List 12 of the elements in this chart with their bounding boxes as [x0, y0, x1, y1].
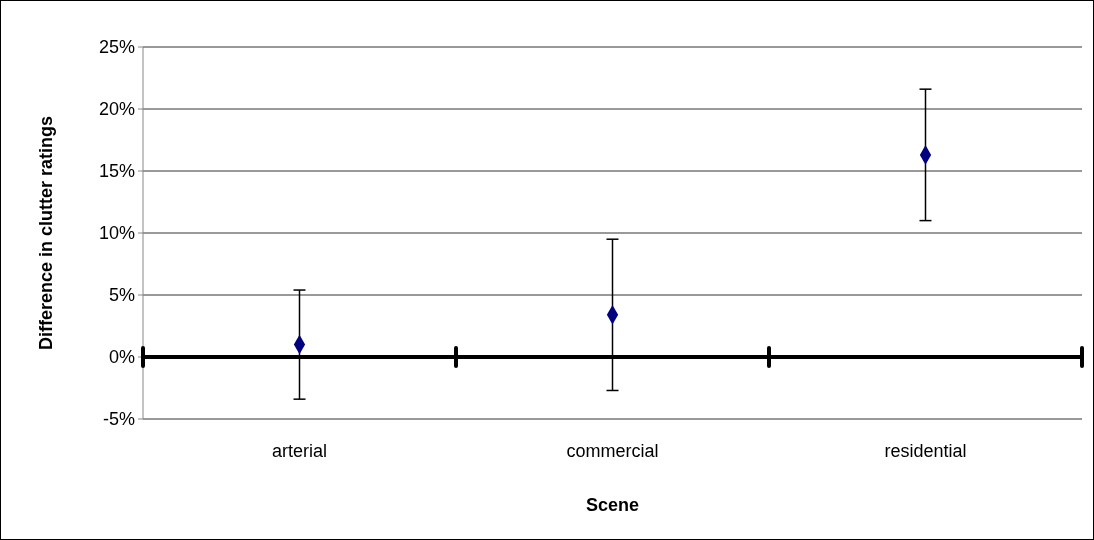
- y-tick-label: -5%: [102, 409, 135, 430]
- x-tick-label: residential: [884, 441, 967, 461]
- y-tick-label: 5%: [108, 285, 135, 306]
- y-axis-title: Difference in clutter ratings: [36, 115, 56, 351]
- y-tick-label: 25%: [98, 37, 135, 58]
- x-tick-label: commercial: [566, 441, 659, 461]
- y-tick-label: 20%: [98, 99, 135, 120]
- x-tick-label: arterial: [271, 441, 328, 461]
- y-tick-label: 0%: [108, 347, 135, 368]
- y-tick-label: 10%: [98, 223, 135, 244]
- y-tick-label: 15%: [98, 161, 135, 182]
- x-axis-title: Scene: [585, 495, 640, 515]
